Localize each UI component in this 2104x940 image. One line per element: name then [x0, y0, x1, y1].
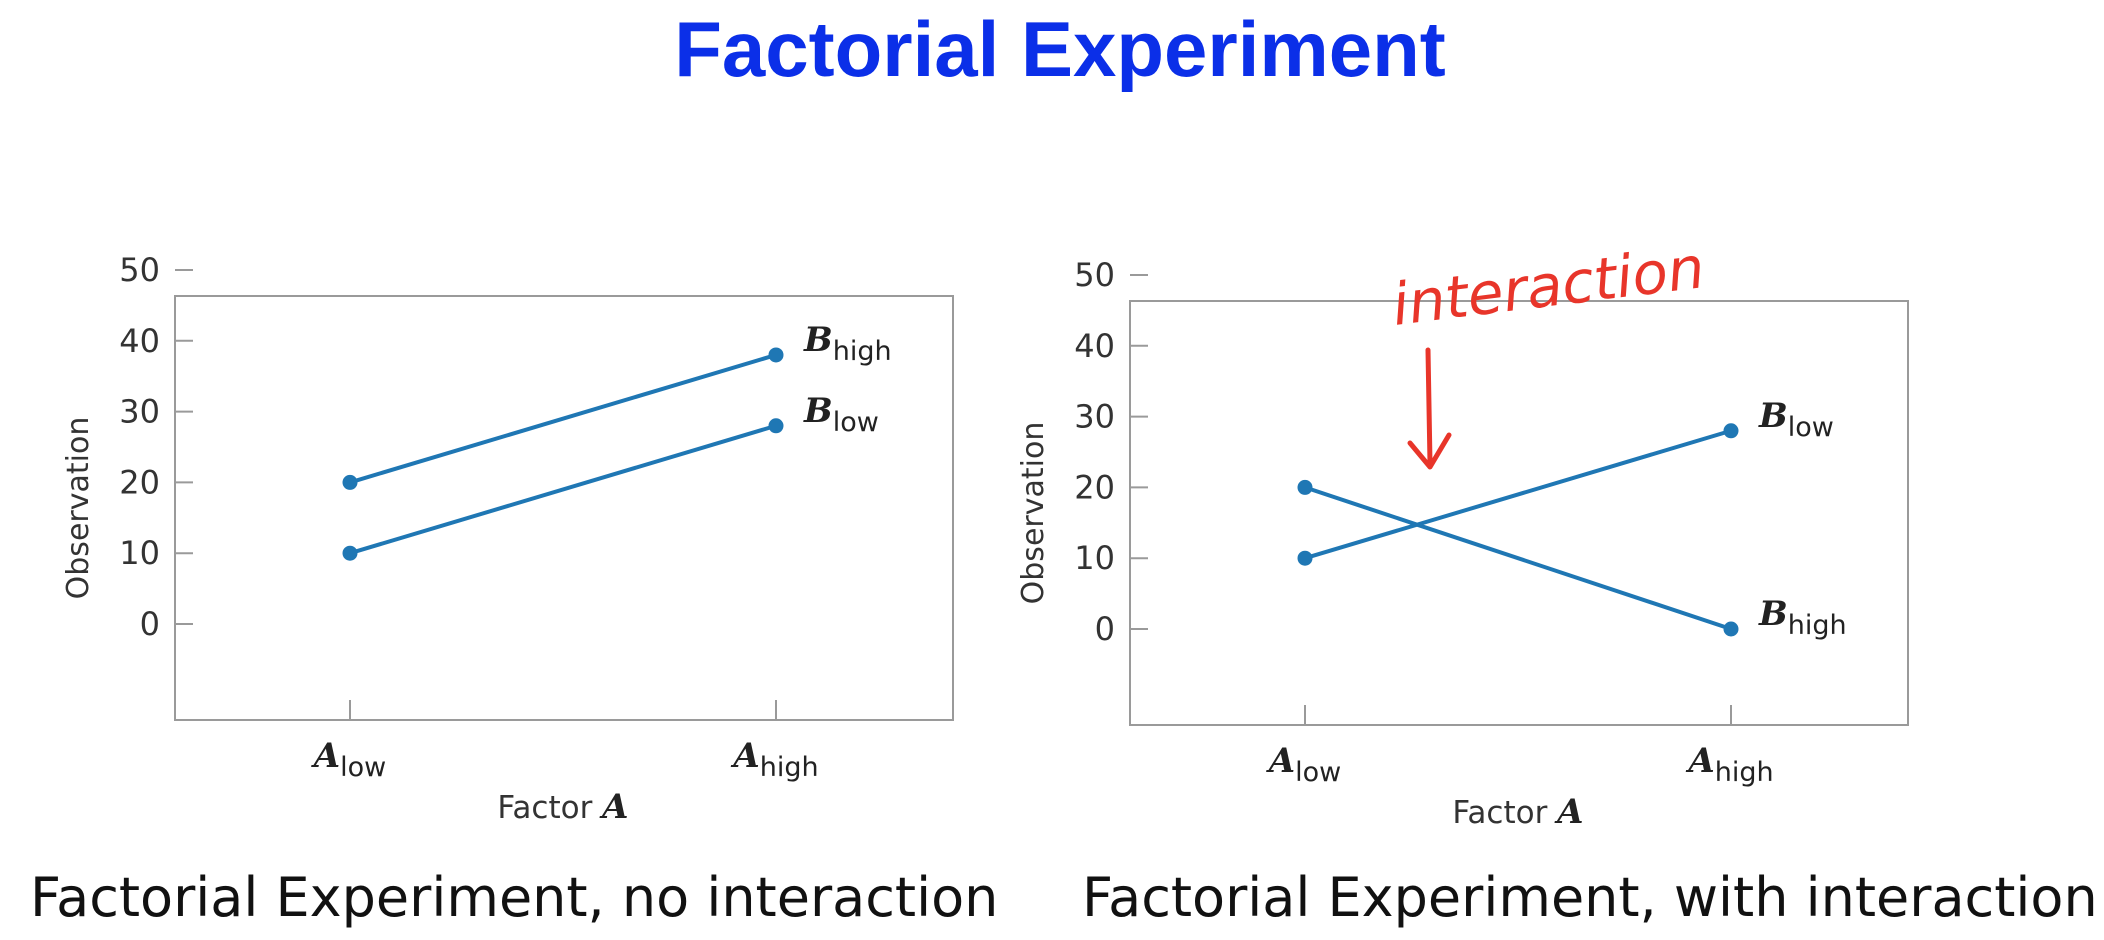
series-label-B_low-main: B — [803, 391, 833, 431]
data-point-B_high — [1297, 479, 1313, 495]
x-tick-label-main: A — [730, 736, 759, 776]
interaction-annotation: interaction — [1388, 233, 1708, 339]
series-label-B_high: Bhigh — [803, 320, 892, 367]
x-axis-label-text: Factor — [1452, 795, 1557, 831]
y-tick-label: 20 — [1074, 468, 1115, 506]
x-tick-label-sub: low — [1295, 757, 1341, 788]
data-point-B_high — [1723, 621, 1739, 637]
plot-frame — [174, 295, 954, 721]
x-axis-label-var: A — [599, 787, 628, 827]
y-tick-label: 50 — [119, 251, 160, 289]
x-axis-label-text: Factor — [497, 790, 602, 826]
annotation-arrow-icon — [1407, 347, 1452, 470]
data-point-B_low — [1297, 550, 1313, 566]
y-tick-label: 30 — [1074, 398, 1115, 436]
series-label-B_low: Blow — [803, 391, 879, 438]
caption-no-interaction: Factorial Experiment, no interaction — [30, 866, 999, 929]
y-axis-label: Observation — [61, 417, 96, 600]
series-label-B_high-main: B — [1758, 594, 1788, 634]
data-point-B_low — [1723, 423, 1739, 439]
series-label-B_low: Blow — [1758, 396, 1834, 443]
series-line-B_low — [1304, 428, 1732, 561]
y-tick-label: 40 — [119, 322, 160, 360]
x-axis-label-var: A — [1554, 792, 1583, 832]
y-tick-label: 10 — [119, 534, 160, 572]
y-axis-label: Observation — [1016, 422, 1051, 605]
series-line-B_high — [349, 353, 777, 485]
y-tick-label: 10 — [1074, 539, 1115, 577]
y-tick-label: 40 — [1074, 327, 1115, 365]
y-tick-label: 0 — [1095, 610, 1115, 648]
series-label-B_low-main: B — [1758, 396, 1788, 436]
caption-with-interaction: Factorial Experiment, with interaction — [1082, 866, 2098, 929]
x-tick-label: Ahigh — [730, 736, 818, 783]
plot-frame — [1129, 300, 1909, 726]
data-point-B_low — [768, 418, 784, 434]
x-axis-label: Factor A — [1452, 792, 1583, 832]
x-tick-label: Alow — [1266, 741, 1342, 788]
x-tick-label-main: A — [311, 736, 340, 776]
x-tick-label-main: A — [1266, 741, 1295, 781]
series-label-B_low-sub: low — [1788, 412, 1834, 443]
x-tick-label-sub: high — [760, 752, 819, 783]
data-point-B_high — [768, 347, 784, 363]
page-title: Factorial Experiment — [674, 5, 1446, 93]
data-point-B_high — [342, 474, 358, 490]
series-label-B_high-main: B — [803, 320, 833, 360]
x-axis-label: Factor A — [497, 787, 628, 827]
x-tick-label: Alow — [311, 736, 387, 783]
series-line-B_low — [349, 423, 777, 556]
series-label-B_high: Bhigh — [1758, 594, 1847, 641]
series-label-B_high-sub: high — [833, 336, 892, 367]
series-line-B_high — [1304, 485, 1732, 631]
y-tick-label: 30 — [119, 393, 160, 431]
x-tick-label-sub: low — [340, 752, 386, 783]
y-tick-label: 50 — [1074, 256, 1115, 294]
data-point-B_low — [342, 545, 358, 561]
y-tick-label: 0 — [140, 605, 160, 643]
x-tick-label-sub: high — [1715, 757, 1774, 788]
series-label-B_low-sub: low — [833, 407, 879, 438]
series-label-B_high-sub: high — [1788, 610, 1847, 641]
y-tick-label: 20 — [119, 463, 160, 501]
x-tick-label-main: A — [1685, 741, 1714, 781]
x-tick-label: Ahigh — [1685, 741, 1773, 788]
